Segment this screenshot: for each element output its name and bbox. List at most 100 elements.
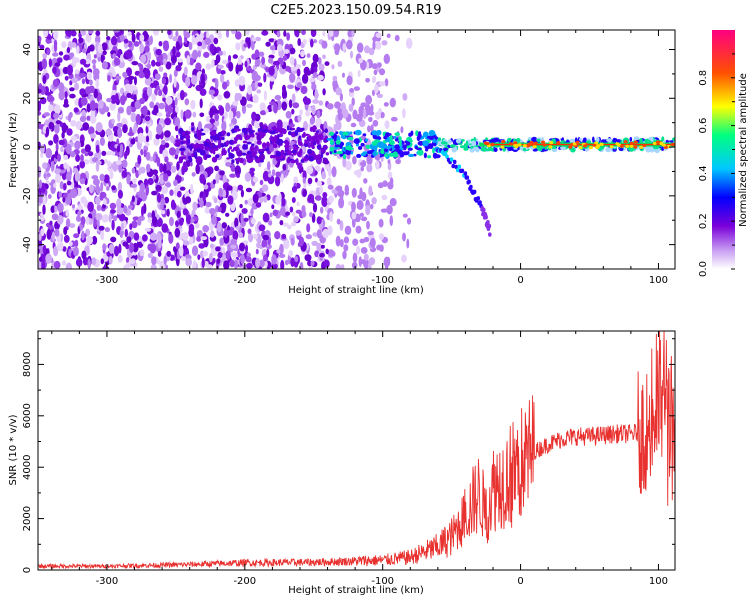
noise-cell: [184, 196, 192, 204]
noise-cell: [42, 75, 47, 84]
noise-cell: [199, 173, 206, 184]
noise-cell: [321, 196, 328, 208]
noise-cell: [326, 177, 332, 187]
noise-cell: [68, 113, 72, 123]
noise-cell: [318, 63, 325, 72]
noise-cell: [183, 66, 188, 76]
noise-cell: [275, 195, 281, 205]
noise-cell: [95, 186, 101, 195]
noise-cell: [71, 42, 77, 48]
signal-cell: [335, 131, 339, 135]
noise-cell: [151, 216, 158, 226]
noise-cell: [268, 57, 273, 64]
noise-cell: [164, 130, 171, 138]
noise-cell: [97, 57, 101, 62]
noise-cell: [164, 142, 170, 148]
spectrogram-xlabel: Height of straight line (km): [288, 285, 424, 296]
signal-cell: [231, 140, 238, 144]
noise-cell: [113, 30, 120, 33]
noise-cell: [209, 118, 215, 124]
noise-cell: [125, 49, 133, 59]
noise-cell: [70, 136, 78, 141]
noise-cell: [230, 238, 238, 245]
noise-cell: [371, 197, 377, 205]
noise-cell: [376, 93, 383, 99]
signal-peak-cell: [639, 145, 644, 149]
noise-cell: [45, 148, 53, 159]
signal-cell: [437, 137, 442, 142]
noise-cell: [131, 33, 136, 43]
noise-cell: [173, 76, 177, 88]
signal-cell: [618, 148, 624, 151]
colorbar-label: Normalized spectral amplitude: [738, 73, 749, 227]
signal-cell: [299, 148, 303, 155]
noise-cell: [281, 233, 287, 239]
noise-cell: [189, 161, 193, 167]
noise-cell: [229, 173, 236, 178]
noise-cell: [87, 201, 94, 212]
noise-cell: [366, 154, 373, 166]
noise-cell: [371, 63, 378, 70]
noise-cell: [312, 232, 318, 237]
noise-cell: [206, 264, 213, 269]
snr-frame: [37, 330, 676, 571]
noise-cell: [221, 202, 227, 210]
noise-cell: [47, 194, 52, 199]
noise-cell: [212, 257, 216, 264]
noise-cell: [200, 236, 208, 241]
signal-cell: [314, 132, 319, 136]
signal-peak-cell: [642, 143, 647, 148]
x-tick-label: 100: [649, 576, 668, 587]
noise-cell: [124, 83, 132, 90]
signal-cell: [407, 147, 413, 151]
noise-cell: [242, 240, 249, 245]
noise-cell: [51, 231, 56, 242]
signal-cell: [284, 144, 290, 149]
noise-cell: [120, 222, 124, 232]
noise-cell: [81, 250, 87, 260]
colorbar-gradient: [712, 30, 735, 269]
noise-cell: [162, 264, 166, 269]
noise-cell: [64, 91, 68, 99]
noise-cell: [176, 210, 181, 218]
noise-cell: [239, 204, 243, 209]
noise-cell: [213, 37, 219, 45]
noise-cell: [165, 103, 169, 113]
signal-cell: [194, 143, 198, 150]
noise-cell: [294, 30, 299, 37]
noise-cell: [282, 222, 289, 227]
signal-cell: [175, 134, 179, 139]
noise-cell: [387, 159, 391, 165]
noise-cell: [149, 243, 157, 254]
noise-cell: [309, 212, 313, 218]
signal-cell: [221, 149, 224, 156]
noise-cell: [351, 187, 357, 198]
noise-cell: [380, 208, 388, 213]
noise-cell: [117, 111, 121, 122]
signal-cell: [569, 138, 575, 144]
noise-cell: [245, 256, 252, 263]
noise-cell: [383, 102, 389, 107]
signal-cell: [423, 152, 427, 159]
noise-cell: [375, 32, 383, 39]
signal-cell: [417, 132, 422, 139]
colorbar-tick-label: 0.0: [698, 261, 709, 277]
noise-cell: [164, 117, 172, 126]
signal-cell: [408, 153, 415, 158]
noise-cell: [156, 123, 163, 135]
noise-cell: [107, 75, 111, 82]
signal-cell: [288, 131, 292, 136]
noise-cell: [370, 103, 374, 113]
noise-cell: [166, 208, 170, 217]
signal-cell: [286, 125, 290, 131]
noise-cell: [363, 178, 368, 184]
noise-cell: [49, 96, 55, 102]
noise-cell: [361, 191, 367, 202]
noise-cell: [166, 250, 172, 257]
noise-cell: [110, 36, 118, 46]
signal-cell: [234, 128, 241, 132]
branch-cell: [472, 189, 477, 194]
noise-cell: [226, 185, 233, 191]
signal-cell: [347, 136, 354, 141]
noise-cell: [54, 228, 60, 237]
